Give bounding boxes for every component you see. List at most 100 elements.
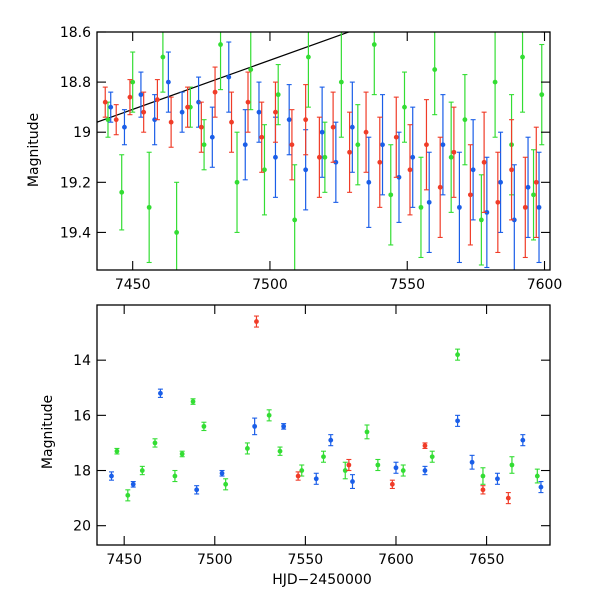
data-point xyxy=(139,468,145,473)
x-tick-label: 7600 xyxy=(378,552,414,568)
x-tick-label: 7500 xyxy=(252,277,288,293)
bottom-y-axis-title: Magnitude xyxy=(40,395,56,469)
data-point xyxy=(146,204,152,210)
data-point xyxy=(114,448,120,454)
data-point xyxy=(109,473,114,479)
data-point xyxy=(234,179,240,185)
data-point xyxy=(212,89,218,95)
data-point xyxy=(469,459,475,465)
x-tick-label: 7450 xyxy=(106,552,142,568)
data-point xyxy=(509,167,514,173)
data-point xyxy=(366,179,372,185)
data-point xyxy=(218,42,223,47)
data-point xyxy=(262,167,267,173)
top-y-axis-title: Magnitude xyxy=(26,113,42,187)
data-point xyxy=(252,423,258,429)
data-point xyxy=(138,92,144,98)
data-point xyxy=(538,484,544,490)
y-tick-label: 14 xyxy=(73,353,91,369)
data-point xyxy=(201,423,207,429)
data-point xyxy=(174,230,180,235)
data-point xyxy=(495,476,500,482)
data-point xyxy=(194,487,200,493)
data-point xyxy=(122,124,127,130)
data-point xyxy=(266,412,272,418)
data-point xyxy=(127,94,133,100)
data-point xyxy=(455,418,460,424)
data-point xyxy=(141,109,147,115)
data-point xyxy=(196,99,201,105)
data-point xyxy=(281,423,287,429)
data-point xyxy=(338,79,344,85)
data-point xyxy=(165,79,171,85)
data-point xyxy=(478,217,484,223)
data-point xyxy=(226,74,232,80)
x-tick-label: 7600 xyxy=(527,277,563,293)
data-point xyxy=(505,495,511,501)
data-point xyxy=(105,117,111,123)
series-0 xyxy=(105,32,545,270)
data-point xyxy=(422,443,428,449)
y-tick-label: 18.8 xyxy=(60,75,91,91)
data-point xyxy=(455,352,460,358)
data-point xyxy=(190,399,196,404)
y-tick-label: 18.6 xyxy=(60,25,91,41)
data-point xyxy=(303,167,309,173)
data-point xyxy=(289,142,295,148)
data-point xyxy=(495,199,501,205)
x-tick-label: 7550 xyxy=(389,277,425,293)
data-point xyxy=(531,192,536,198)
data-point xyxy=(380,142,385,148)
y-tick-label: 19.2 xyxy=(60,175,91,191)
y-tick-label: 20 xyxy=(73,519,91,535)
data-point xyxy=(346,462,352,468)
y-tick-label: 16 xyxy=(73,408,91,424)
data-point xyxy=(209,134,215,140)
data-point xyxy=(295,473,301,479)
data-point xyxy=(113,117,119,123)
data-point xyxy=(440,142,446,148)
data-point xyxy=(245,99,251,105)
data-point xyxy=(185,104,191,110)
data-point xyxy=(534,473,540,479)
data-point xyxy=(254,319,259,324)
plot-area xyxy=(108,315,544,505)
data-point xyxy=(333,159,339,165)
y-tick-label: 19 xyxy=(73,125,91,141)
series-1 xyxy=(108,41,542,270)
data-point xyxy=(437,184,443,190)
series-1 xyxy=(108,388,544,495)
data-point xyxy=(102,99,108,105)
data-point xyxy=(244,446,250,451)
data-point xyxy=(407,167,413,173)
data-point xyxy=(130,79,136,85)
data-point xyxy=(350,479,355,484)
trend-line xyxy=(97,32,351,123)
data-point xyxy=(470,167,476,173)
data-point xyxy=(275,92,281,98)
data-point xyxy=(432,67,438,72)
y-tick-label: 18 xyxy=(73,464,91,480)
series-2 xyxy=(102,66,539,259)
data-point xyxy=(248,67,254,72)
data-point xyxy=(303,117,309,123)
data-point xyxy=(498,179,503,185)
data-point xyxy=(536,204,542,210)
data-point xyxy=(347,149,352,155)
bottom-panel: 7450 7500 7550 7600 7650 14 16 18 20 xyxy=(73,304,551,568)
data-point xyxy=(522,204,528,210)
data-point xyxy=(402,104,407,110)
data-point xyxy=(330,124,336,130)
data-point xyxy=(321,454,326,460)
data-point xyxy=(223,481,229,487)
data-point xyxy=(520,437,526,443)
data-point xyxy=(371,42,377,47)
data-point xyxy=(484,209,490,215)
series-0 xyxy=(114,348,540,502)
data-point xyxy=(313,476,319,482)
y-tick-label: 19.4 xyxy=(60,225,91,241)
data-point xyxy=(277,448,283,454)
data-point xyxy=(273,154,278,160)
data-point xyxy=(316,154,322,160)
data-point xyxy=(377,159,383,165)
